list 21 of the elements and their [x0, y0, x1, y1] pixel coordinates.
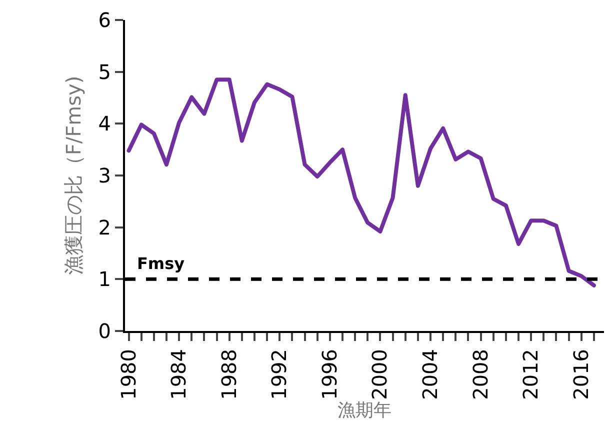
y-tick-label: 4	[98, 112, 111, 136]
y-tick-label: 1	[98, 267, 111, 292]
y-tick-label: 5	[98, 60, 111, 84]
x-tick-label: 2000	[368, 349, 392, 400]
x-axis-title: 漁期年	[338, 400, 392, 421]
x-tick-label: 1980	[116, 349, 140, 400]
x-tick-label: 1992	[267, 349, 292, 400]
ref-line-label: Fmsy	[137, 254, 186, 273]
y-axis-title: 漁獲圧の比（F/Fmsy)	[61, 76, 86, 276]
x-tick-label: 2004	[418, 349, 442, 400]
y-tick-label: 2	[98, 215, 111, 240]
x-tick-label: 2012	[518, 349, 543, 400]
x-tick-label: 2016	[568, 349, 593, 400]
x-tick-label: 1984	[166, 349, 191, 400]
y-tick-label: 3	[98, 164, 111, 188]
y-tick-label: 6	[98, 8, 111, 32]
line-series	[126, 78, 596, 288]
x-tick-label: 1988	[216, 349, 241, 400]
x-tick-label: 2008	[468, 349, 492, 400]
y-tick-label: 0	[98, 319, 111, 343]
x-tick-label: 1996	[317, 349, 342, 400]
